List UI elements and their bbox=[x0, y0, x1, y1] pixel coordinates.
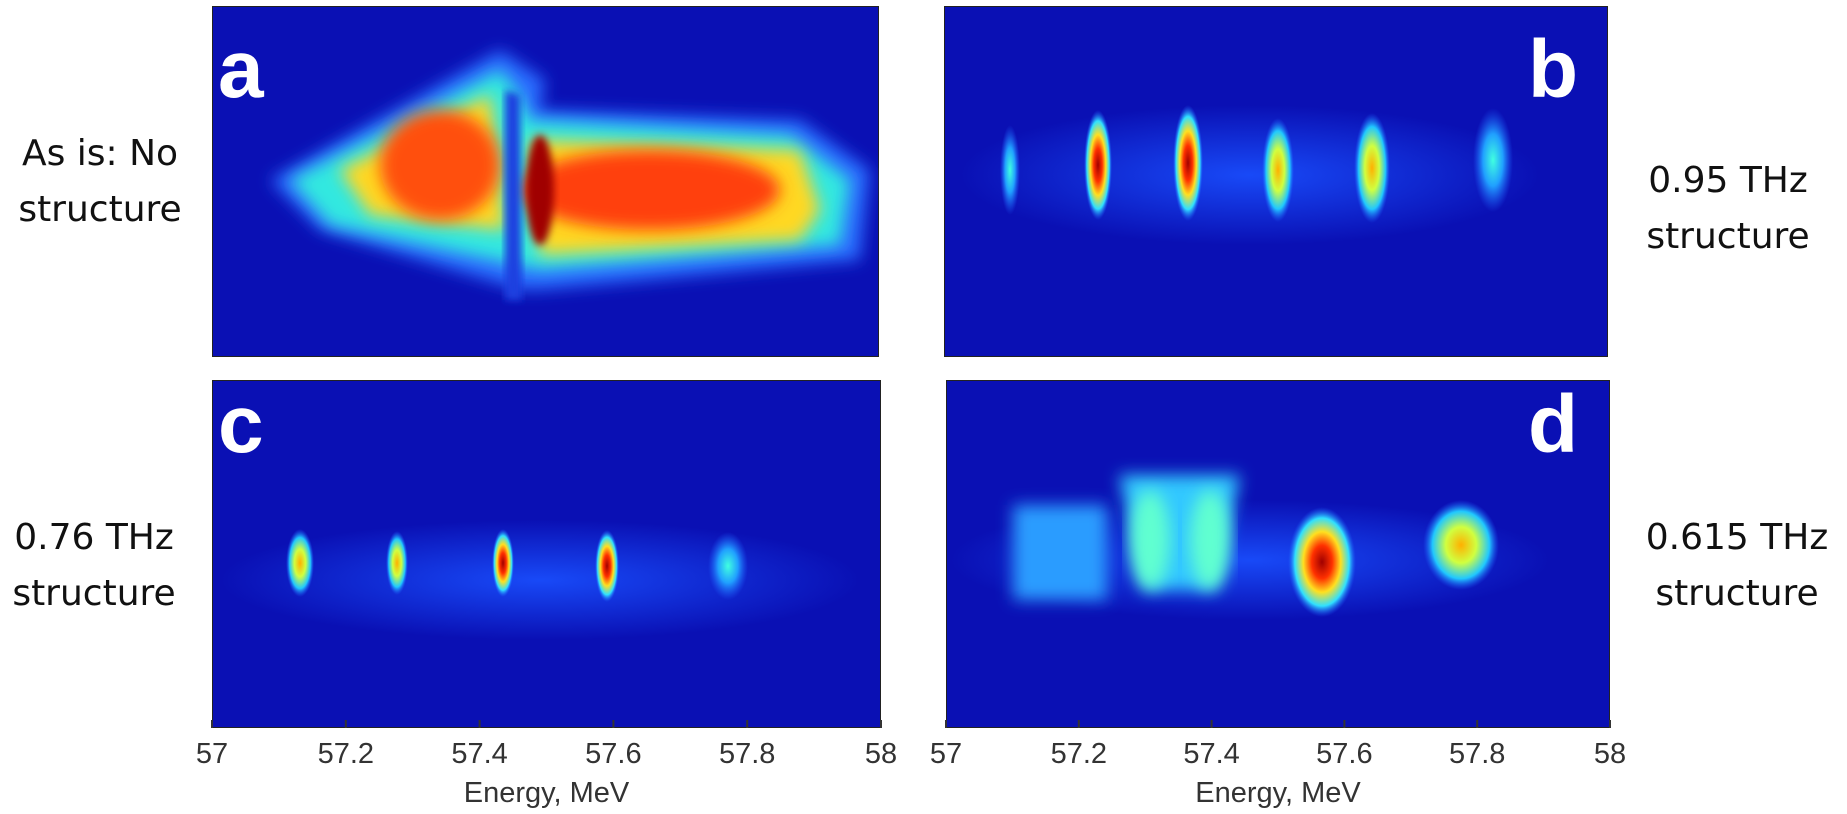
panel-letter: d bbox=[1528, 379, 1578, 470]
x-tick-label: 57.2 bbox=[318, 738, 374, 770]
x-tick-label: 57.2 bbox=[1051, 738, 1107, 770]
x-tick-label: 57.4 bbox=[451, 738, 507, 770]
panel-caption: structure bbox=[12, 573, 175, 614]
x-tick-label: 57 bbox=[196, 738, 228, 770]
panel-caption: 0.95 THz bbox=[1648, 160, 1808, 201]
panel-image bbox=[944, 6, 1608, 357]
x-tick-label: 57.6 bbox=[585, 738, 641, 770]
panel-letter: b bbox=[1528, 24, 1578, 115]
panel-caption: structure bbox=[18, 189, 181, 230]
x-axis-label: Energy, MeV bbox=[1195, 777, 1361, 809]
x-tick-label: 57.6 bbox=[1316, 738, 1372, 770]
x-tick-label: 57.8 bbox=[719, 738, 775, 770]
panel-caption: 0.76 THz bbox=[14, 517, 174, 558]
panel-image bbox=[946, 380, 1610, 728]
x-tick-label: 58 bbox=[865, 738, 897, 770]
panel-image bbox=[212, 380, 881, 728]
x-tick-label: 57 bbox=[930, 738, 962, 770]
x-tick-label: 57.8 bbox=[1449, 738, 1505, 770]
panel-caption: As is: No bbox=[22, 133, 178, 174]
panel-caption: structure bbox=[1655, 573, 1818, 614]
panel-image bbox=[212, 6, 879, 357]
panel-letter: a bbox=[218, 24, 265, 115]
x-tick-label: 57.4 bbox=[1183, 738, 1239, 770]
panel-letter: c bbox=[218, 379, 264, 470]
panel-caption: structure bbox=[1646, 216, 1809, 257]
x-axis-label: Energy, MeV bbox=[464, 777, 630, 809]
panel-caption: 0.615 THz bbox=[1646, 517, 1828, 558]
x-tick-label: 58 bbox=[1594, 738, 1626, 770]
